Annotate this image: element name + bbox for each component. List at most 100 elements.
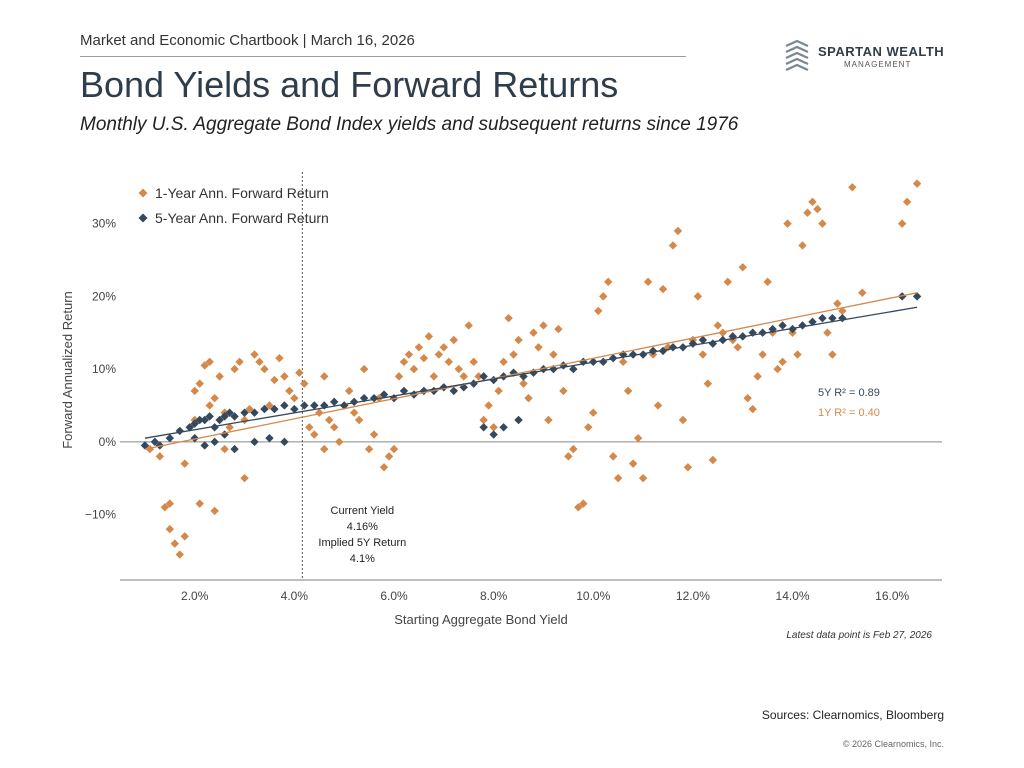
- five-year-point: [708, 339, 718, 348]
- one-year-point: [300, 379, 309, 388]
- one-year-point: [459, 372, 468, 381]
- x-tick-label: 4.0%: [281, 589, 309, 603]
- one-year-point: [414, 343, 424, 352]
- one-year-point: [285, 386, 294, 396]
- one-year-point: [155, 452, 165, 461]
- one-year-point: [250, 350, 259, 359]
- five-year-point: [569, 364, 578, 374]
- one-year-point: [678, 415, 688, 425]
- x-tick-label: 12.0%: [676, 589, 710, 603]
- one-year-point: [778, 357, 787, 367]
- one-year-point: [613, 473, 623, 483]
- one-year-point: [255, 357, 264, 367]
- one-year-point: [808, 197, 817, 207]
- one-year-point: [564, 452, 573, 461]
- five-year-point: [240, 408, 249, 417]
- one-year-point: [494, 386, 503, 396]
- r-squared-5y: 5Y R² = 0.89: [818, 387, 880, 399]
- one-year-point: [544, 415, 553, 425]
- five-year-point: [210, 437, 219, 447]
- five-year-point: [330, 397, 339, 407]
- company-logo: SPARTAN WEALTH MANAGEMENT: [782, 40, 944, 76]
- logo-tagline: MANAGEMENT: [844, 60, 912, 69]
- five-year-point: [798, 321, 807, 330]
- five-year-point: [638, 350, 648, 359]
- one-year-point: [454, 364, 463, 374]
- one-year-point: [594, 306, 603, 316]
- five-year-point: [280, 401, 289, 410]
- five-year-point: [339, 401, 349, 410]
- one-year-point: [195, 499, 204, 508]
- y-tick-label: 20%: [92, 289, 116, 303]
- five-year-point: [489, 375, 498, 385]
- one-year-point: [170, 539, 179, 548]
- x-tick-label: 2.0%: [181, 589, 209, 603]
- one-year-point: [305, 423, 314, 432]
- five-year-point: [250, 437, 259, 447]
- one-year-point: [848, 183, 857, 192]
- one-year-point: [569, 444, 578, 454]
- five-year-point: [215, 415, 224, 425]
- one-year-point: [658, 284, 668, 294]
- five-year-point: [808, 317, 817, 327]
- current-yield-annotation: Implied 5Y Return: [318, 537, 406, 549]
- legend-five-year-label: 5-Year Ann. Forward Return: [155, 210, 329, 226]
- one-year-point: [384, 452, 394, 461]
- one-year-point: [165, 499, 175, 508]
- one-year-point: [479, 415, 488, 425]
- one-year-point: [344, 386, 354, 396]
- one-year-point: [723, 277, 732, 287]
- one-year-point: [295, 368, 304, 377]
- one-year-point: [823, 328, 832, 337]
- five-year-point: [688, 339, 698, 348]
- five-year-point: [150, 437, 160, 447]
- one-year-point: [693, 292, 703, 301]
- one-year-point: [429, 372, 439, 381]
- one-year-point: [195, 379, 204, 388]
- one-year-point: [618, 357, 628, 367]
- y-axis-label: Forward Annualized Return: [60, 291, 75, 449]
- x-axis-label: Starting Aggregate Bond Yield: [394, 612, 567, 627]
- one-year-point: [514, 335, 523, 345]
- one-year-point: [604, 277, 613, 287]
- one-year-point: [509, 350, 518, 359]
- one-year-point: [743, 393, 752, 403]
- one-year-point: [738, 263, 747, 272]
- one-year-point: [210, 393, 219, 403]
- one-year-point: [758, 350, 767, 359]
- five-year-point: [230, 444, 239, 454]
- five-year-point: [195, 415, 204, 425]
- five-year-point: [200, 415, 209, 425]
- one-year-trendline: [144, 292, 918, 450]
- five-year-point: [818, 313, 827, 323]
- one-year-point: [364, 444, 374, 454]
- one-year-point: [828, 350, 837, 359]
- legend-one-year-label: 1-Year Ann. Forward Return: [155, 185, 329, 201]
- y-tick-label: 30%: [92, 217, 116, 231]
- one-year-point: [683, 463, 693, 472]
- one-year-point: [220, 444, 229, 454]
- one-year-point: [434, 350, 444, 359]
- one-year-point: [574, 503, 583, 512]
- sources-note: Sources: Clearnomics, Bloomberg: [761, 708, 944, 722]
- five-year-point: [698, 335, 708, 345]
- r-squared-1y: 1Y R² = 0.40: [818, 407, 880, 419]
- one-year-point: [205, 401, 214, 410]
- one-year-point: [379, 463, 389, 472]
- scatter-chart: 2.0% 4.0% 6.0% 8.0% 10.0% 12.0% 14.0% 16.0% −10%…: [60, 172, 942, 627]
- x-tick-label: 10.0%: [576, 589, 610, 603]
- one-year-point: [793, 350, 802, 359]
- one-year-point: [175, 550, 184, 559]
- page-subtitle: Monthly U.S. Aggregate Bond Index yields…: [80, 114, 739, 135]
- five-year-point: [628, 350, 638, 359]
- legend-one-year-marker: [138, 188, 148, 198]
- one-year-point: [713, 321, 723, 330]
- one-year-point: [359, 364, 369, 374]
- legend-five-year-marker: [138, 213, 148, 223]
- five-year-point: [250, 408, 259, 417]
- one-year-point: [419, 353, 429, 363]
- five-year-point: [618, 350, 628, 359]
- y-tick-label: −10%: [85, 508, 116, 522]
- five-year-point: [175, 426, 184, 436]
- one-year-point: [240, 473, 249, 483]
